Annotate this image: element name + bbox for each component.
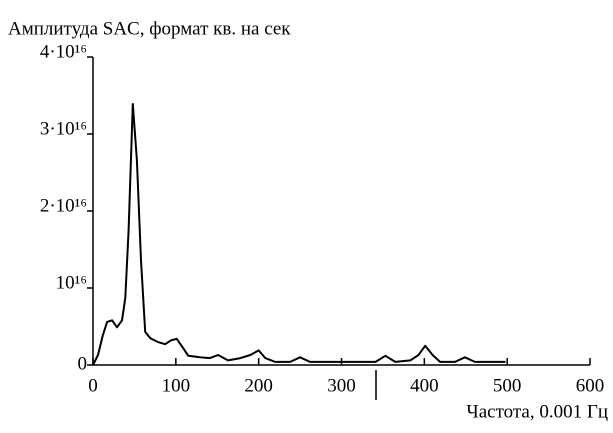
x-tick-label: 100 [162, 375, 191, 396]
x-axis-label: Частота, 0.001 Гц [466, 401, 608, 422]
y-tick-label: 4·10¹⁶ [40, 41, 87, 62]
x-tick-label: 600 [576, 375, 605, 396]
x-tick-label: 300 [327, 375, 356, 396]
line [92, 103, 506, 366]
y-tick-label: 2·10¹⁶ [40, 195, 87, 216]
y-axis-label: Амплитуда SAC, формат кв. на сек [8, 18, 291, 39]
y-tick-label: 3·10¹⁶ [40, 118, 87, 139]
x-tick-label: 400 [410, 375, 439, 396]
x-tick-label: 500 [493, 375, 522, 396]
y-tick-label: 0 [78, 353, 88, 374]
x-tick-label: 200 [244, 375, 273, 396]
y-tick-label: 10¹⁶ [56, 272, 87, 293]
x-tick-label: 0 [88, 375, 98, 396]
